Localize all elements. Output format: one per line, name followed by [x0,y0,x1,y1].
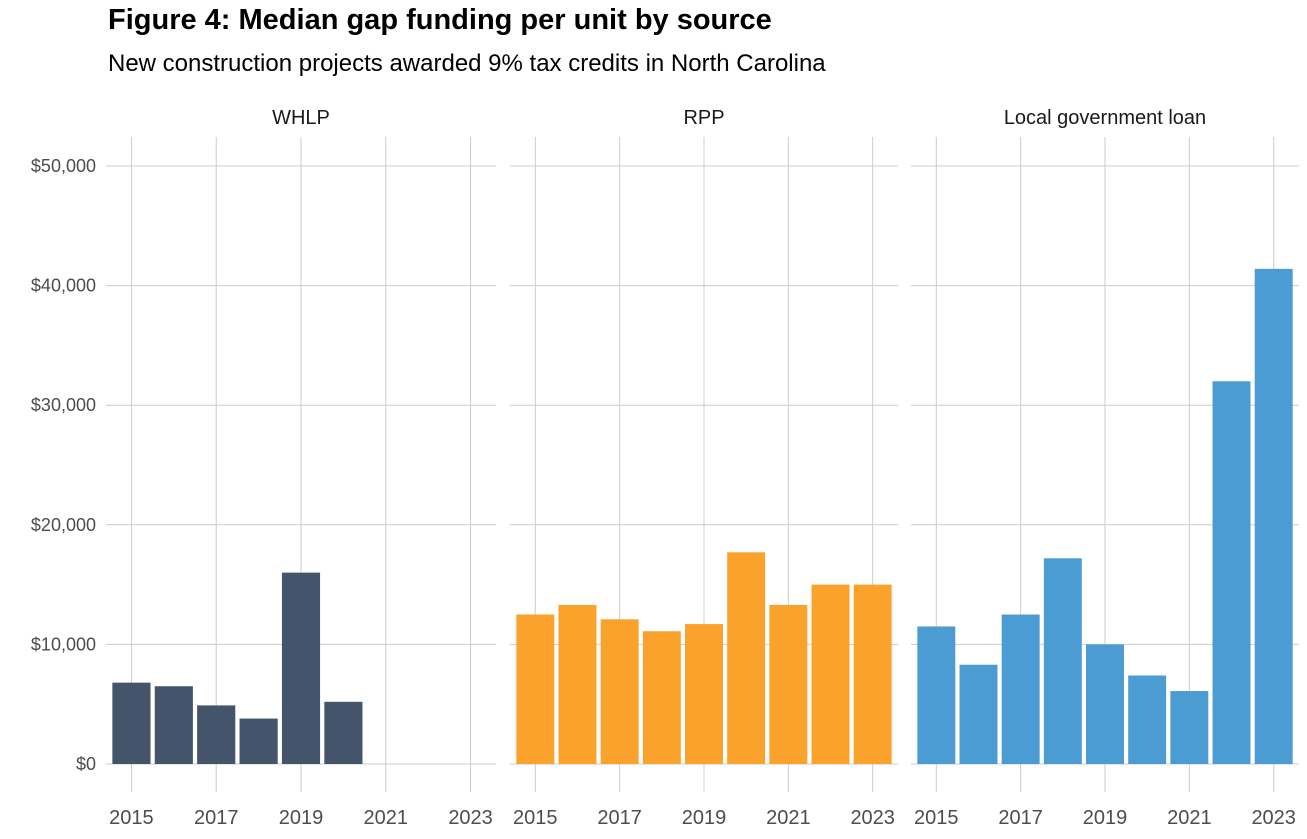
y-tick-label: $10,000 [31,634,96,654]
chart-subtitle: New construction projects awarded 9% tax… [108,50,826,77]
x-tick-label: 2019 [682,807,727,829]
bar [959,664,998,764]
x-tick-label: 2021 [1167,807,1212,829]
x-tick-label: 2015 [914,807,959,829]
y-tick-label: $20,000 [31,515,96,535]
bar [917,626,956,764]
x-tick-label: 2017 [998,807,1043,829]
bar [1128,675,1167,764]
x-tick-label: 2015 [109,807,154,829]
x-tick-label: 2019 [1083,807,1128,829]
facet-label: RPP [683,107,724,129]
bar [239,718,278,764]
bar [112,682,151,764]
y-tick-label: $30,000 [31,395,96,415]
x-tick-label: 2021 [364,807,409,829]
x-tick-label: 2017 [597,807,642,829]
x-tick-label: 2017 [194,807,239,829]
bar [197,705,236,764]
x-tick-label: 2019 [279,807,324,829]
bar [516,614,555,764]
bar [324,701,363,764]
bar [1254,268,1293,764]
x-tick-label: 2023 [448,807,493,829]
x-tick-label: 2015 [513,807,558,829]
facet-label: Local government loan [1004,107,1206,129]
bar [642,631,681,764]
bar [1043,558,1082,764]
bar [558,604,597,764]
y-tick-label: $50,000 [31,156,96,176]
bar [853,584,892,764]
x-tick-label: 2023 [1251,807,1296,829]
facet-label: WHLP [272,107,330,129]
bar [1212,381,1251,764]
y-tick-label: $40,000 [31,276,96,296]
bar [811,584,850,764]
bar [1170,691,1209,764]
bar [600,619,639,764]
bar [1001,614,1040,764]
bar [154,686,193,764]
bar [281,572,321,764]
bar [685,624,723,764]
bar [769,604,808,764]
chart-title: Figure 4: Median gap funding per unit by… [108,4,772,36]
x-tick-label: 2023 [850,807,895,829]
y-tick-label: $0 [76,754,96,774]
bar [727,552,766,764]
bar [1086,644,1124,764]
x-tick-label: 2021 [766,807,811,829]
